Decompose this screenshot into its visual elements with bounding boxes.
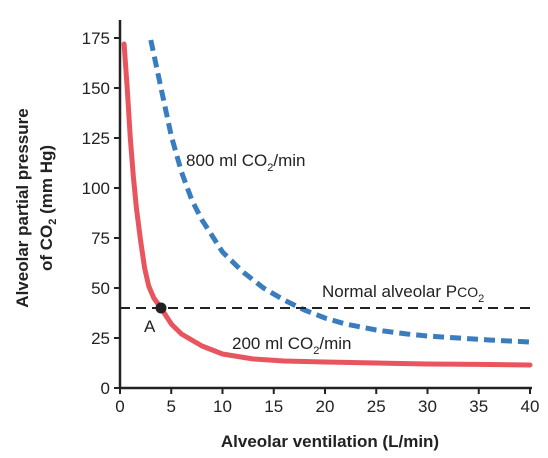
y-tick-label: 175 xyxy=(82,29,110,48)
x-tick-label: 0 xyxy=(115,397,124,416)
series-200-line xyxy=(121,41,533,368)
y-tick-label: 125 xyxy=(82,129,110,148)
y-tick-label: 25 xyxy=(91,329,110,348)
x-tick-label: 15 xyxy=(264,397,283,416)
series-200-label: 200 ml CO2/min xyxy=(232,334,352,357)
point-a-label: A xyxy=(144,317,156,336)
y-axis-title-line2: of CO2 (mm Hg) xyxy=(37,145,59,271)
y-tick-label: 50 xyxy=(91,279,110,298)
series-800-line xyxy=(148,39,531,345)
y-axis-title-line1: Alveolar partial pressure xyxy=(13,108,32,307)
y-tick-label: 0 xyxy=(101,379,110,398)
x-axis-title: Alveolar ventilation (L/min) xyxy=(221,432,439,451)
series-layer xyxy=(121,39,533,368)
x-tick-label: 25 xyxy=(367,397,386,416)
point-a-marker xyxy=(155,302,167,314)
y-ticks: 0 25 50 75 100 125 150 175 xyxy=(82,29,120,398)
x-tick-label: 20 xyxy=(316,397,335,416)
reference-line-label: Normal alveolar PCO2 xyxy=(322,282,484,305)
x-tick-label: 35 xyxy=(469,397,488,416)
series-800-label: 800 ml CO2/min xyxy=(186,151,306,174)
x-tick-label: 40 xyxy=(521,397,540,416)
y-axis-title: Alveolar partial pressure of CO2 (mm Hg) xyxy=(13,108,59,307)
y-tick-label: 150 xyxy=(82,79,110,98)
y-tick-label: 100 xyxy=(82,179,110,198)
x-tick-label: 30 xyxy=(418,397,437,416)
x-tick-label: 10 xyxy=(213,397,232,416)
x-ticks: 0 5 10 15 20 25 30 35 40 xyxy=(115,388,539,416)
x-tick-label: 5 xyxy=(167,397,176,416)
y-tick-label: 75 xyxy=(91,229,110,248)
